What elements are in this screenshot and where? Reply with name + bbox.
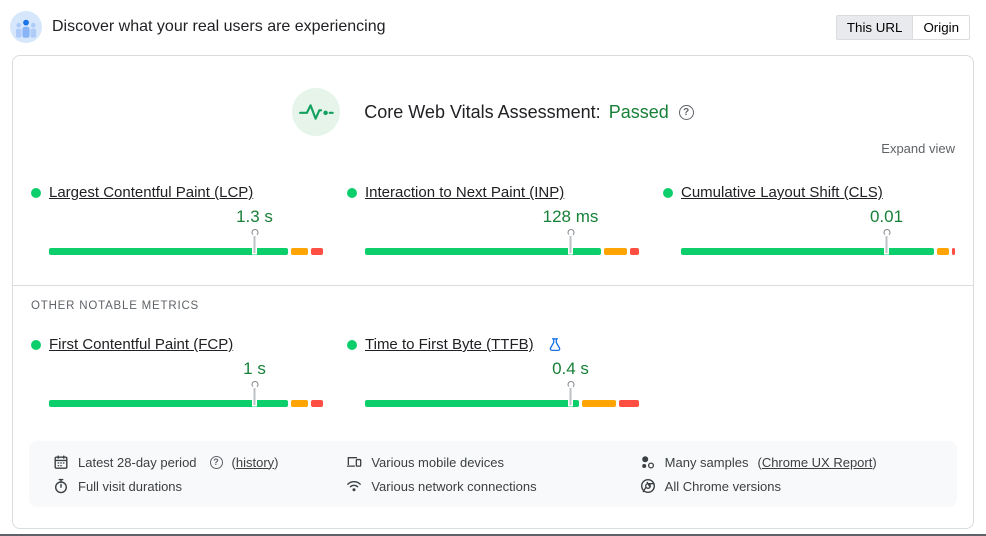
detail-link-wrap: (Chrome UX Report) [757,454,877,470]
toggle-origin[interactable]: Origin [912,14,970,40]
stopwatch-icon [54,478,68,494]
detail-visit-durations: Full visit durations [53,478,346,494]
lcp-link[interactable]: Largest Contentful Paint (LCP) [49,184,254,201]
other-metrics-label: OTHER NOTABLE METRICS [31,300,200,312]
good-status-dot [347,339,357,350]
metric-head: First Contentful Paint (FCP) [31,336,323,353]
percentile-marker [251,229,258,253]
toggle-this-url[interactable]: This URL [835,14,913,40]
metric-cls: Cumulative Layout Shift (CLS) 0.01 [663,184,955,255]
devices-icon [347,457,362,467]
section-divider [13,285,973,286]
distribution-bar [365,248,639,255]
metric-ttfb: Time to First Byte (TTFB) 0.4 s [347,336,639,407]
assessment-status: Passed [608,101,669,122]
metric-inp: Interaction to Next Paint (INP) 128 ms [347,184,639,255]
fcp-link[interactable]: First Contentful Paint (FCP) [49,336,234,353]
inp-value: 128 ms [542,207,599,226]
metric-head: Cumulative Layout Shift (CLS) [663,184,955,201]
metric-fcp: First Contentful Paint (FCP) 1 s [31,336,323,407]
detail-network: Various network connections [346,478,639,494]
cwv-assessment-header: Core Web Vitals Assessment: Passed [13,56,973,136]
core-metrics-row: Largest Contentful Paint (LCP) 1.3 s Int… [13,184,973,255]
other-metrics-row: First Contentful Paint (FCP) 1 s Time to… [13,336,973,407]
detail-chrome-versions: All Chrome versions [640,478,933,494]
page-bottom-edge [0,534,986,536]
ttfb-link[interactable]: Time to First Byte (TTFB) [365,336,534,353]
field-data-card: Core Web Vitals Assessment: Passed Expan… [12,55,974,529]
detail-text: Many samples [664,454,749,470]
metric-head: Largest Contentful Paint (LCP) [31,184,323,201]
pulse-badge [292,88,341,136]
good-status-dot [31,339,41,350]
detail-text: Latest 28-day period [78,454,197,470]
page-header: Discover what your real users are experi… [0,0,986,55]
metric-body: 1 s [49,357,323,407]
crux-report-link[interactable]: Chrome UX Report [761,454,873,470]
lcp-value: 1.3 s [236,207,273,226]
real-users-icon [10,11,42,43]
samples-icon [641,456,654,469]
metric-body: 0.4 s [365,357,639,407]
distribution-bar [681,248,955,255]
good-status-dot [31,187,41,198]
expand-view-link[interactable]: Expand view [881,141,955,156]
url-origin-toggle: This URL Origin [835,14,970,40]
percentile-marker [567,381,574,405]
period-help-icon[interactable] [209,455,223,469]
distribution-bar [49,400,323,407]
assessment-help-icon[interactable] [678,104,694,120]
distribution-bar [365,400,639,407]
data-details-panel: Latest 28-day period (history) Full visi… [29,441,957,507]
percentile-marker [567,229,574,253]
metric-body: 1.3 s [49,205,323,255]
ttfb-value: 0.4 s [552,359,589,378]
pulse-icon [299,104,334,120]
fcp-value: 1 s [243,359,266,378]
chrome-icon [640,478,655,494]
detail-text: Various mobile devices [371,454,505,470]
detail-text: All Chrome versions [664,478,781,494]
metric-lcp: Largest Contentful Paint (LCP) 1.3 s [31,184,323,255]
good-status-dot [347,187,357,198]
metric-head: Time to First Byte (TTFB) [347,336,639,353]
distribution-bar [49,248,323,255]
cls-value: 0.01 [869,207,904,226]
assessment-label: Core Web Vitals Assessment: [364,101,601,122]
network-icon [347,481,362,492]
detail-devices: Various mobile devices [346,454,639,470]
cls-link[interactable]: Cumulative Layout Shift (CLS) [681,184,883,201]
metric-body: 0.01 [681,205,955,255]
detail-link-wrap: (history) [231,454,279,470]
experimental-flask-icon[interactable] [548,337,562,352]
page-title: Discover what your real users are experi… [52,18,386,35]
detail-collection-period: Latest 28-day period (history) [53,454,346,470]
history-link[interactable]: history [235,454,275,470]
metric-head: Interaction to Next Paint (INP) [347,184,639,201]
detail-samples: Many samples (Chrome UX Report) [640,454,933,470]
inp-link[interactable]: Interaction to Next Paint (INP) [365,184,565,201]
detail-text: Various network connections [371,478,537,494]
empty-metric-slot [663,336,955,407]
percentile-marker [883,229,890,253]
percentile-marker [251,381,258,405]
calendar-icon [54,455,68,469]
metric-body: 128 ms [365,205,639,255]
detail-text: Full visit durations [78,478,183,494]
good-status-dot [663,187,673,198]
